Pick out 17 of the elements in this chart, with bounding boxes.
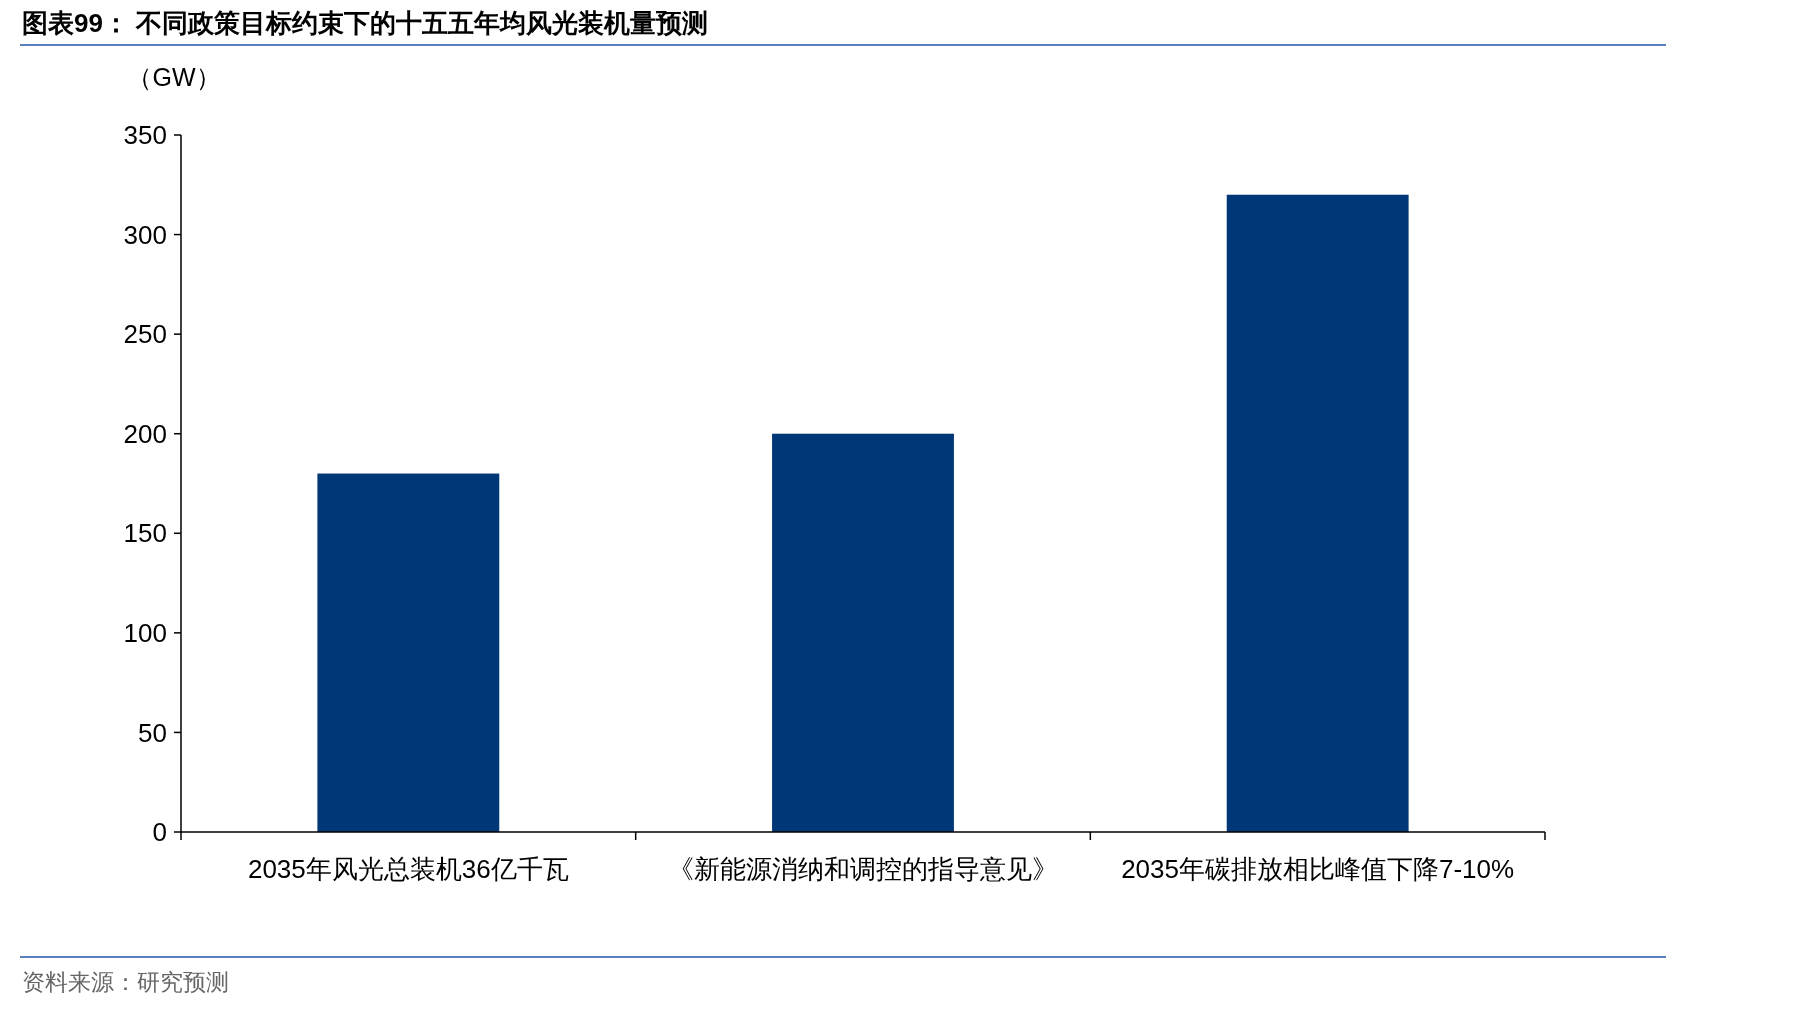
- x-tick-label: 2035年风光总装机36亿千瓦: [247, 854, 569, 884]
- y-tick-label: 0: [152, 817, 167, 848]
- y-tick-label: 100: [123, 617, 167, 648]
- y-tick-label: 250: [123, 319, 167, 350]
- x-tick-label: 《新能源消纳和调控的指导意见》: [668, 854, 1058, 884]
- y-tick-label: 300: [123, 219, 167, 250]
- bar: [317, 473, 500, 832]
- y-tick-label: 50: [138, 717, 167, 748]
- y-tick-label: 200: [123, 418, 167, 449]
- text: 资料来源：研究预测: [22, 969, 229, 995]
- y-tick-label: 150: [123, 518, 167, 549]
- bar: [1226, 194, 1409, 832]
- bar: [772, 433, 954, 832]
- chart-title: 图表99： 不同政策目标约束下的十五五年均风光装机量预测: [22, 8, 709, 38]
- y-axis-title: （GW）: [127, 63, 221, 91]
- y-tick-label: 350: [123, 120, 167, 151]
- x-tick-label: 2035年碳排放相比峰值下降7-10%: [1121, 854, 1515, 884]
